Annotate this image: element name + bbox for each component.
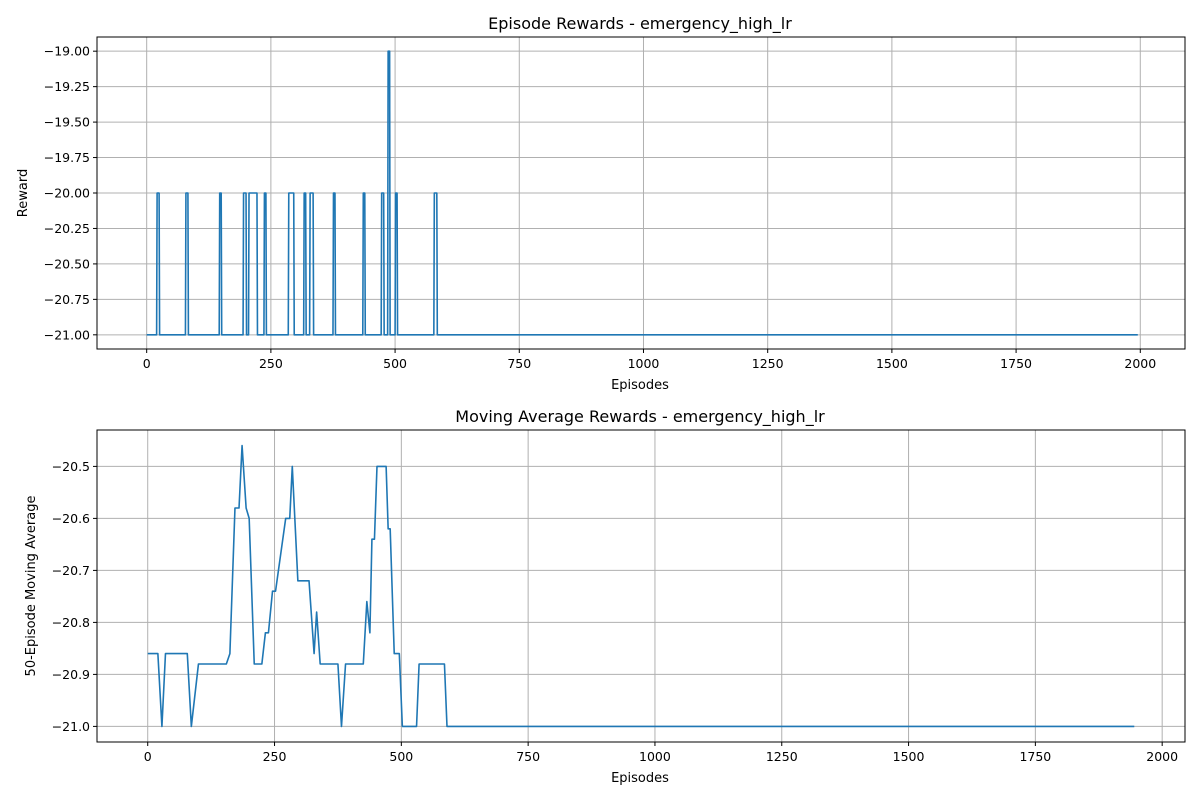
x-tick-label: 0	[144, 749, 152, 764]
plot-frame	[96, 36, 1186, 350]
y-tick-label: −19.25	[44, 79, 90, 94]
grid	[97, 430, 1185, 742]
episode-rewards-plot: Episode Rewards - emergency_high_lr Epis…	[16, 14, 1186, 393]
y-axis-label: 50-Episode Moving Average	[24, 496, 39, 677]
series-line	[146, 50, 1138, 336]
x-tick-label: 1500	[876, 356, 908, 371]
x-tick-label: 1250	[766, 749, 798, 764]
x-tick-label: 1500	[893, 749, 925, 764]
y-tick-label: −19.50	[44, 115, 90, 130]
x-tick-label: 500	[383, 356, 407, 371]
y-tick-label: −20.5	[52, 459, 90, 474]
x-tick-label: 0	[143, 356, 151, 371]
x-tick-label: 250	[263, 749, 287, 764]
y-axis-label: Reward	[16, 169, 31, 217]
x-tick-label: 1250	[752, 356, 784, 371]
grid	[97, 37, 1185, 349]
y-tick-label: −20.8	[52, 615, 90, 630]
moving-average-plot: Moving Average Rewards - emergency_high_…	[24, 407, 1186, 786]
y-tick-label: −20.6	[52, 511, 90, 526]
y-tick-label: −20.9	[52, 667, 90, 682]
x-tick-label: 750	[507, 356, 531, 371]
y-tick-label: −20.00	[44, 186, 90, 201]
x-tick-label: 2000	[1146, 749, 1178, 764]
y-tick-label: −19.75	[44, 150, 90, 165]
y-tick-label: −21.00	[44, 327, 90, 342]
x-tick-label: 500	[389, 749, 413, 764]
x-tick-label: 250	[259, 356, 283, 371]
chart-title: Episode Rewards - emergency_high_lr	[488, 14, 792, 34]
y-tick-label: −19.00	[44, 44, 90, 59]
x-axis-label: Episodes	[611, 771, 669, 786]
x-tick-label: 1750	[1019, 749, 1051, 764]
x-tick-label: 2000	[1124, 356, 1156, 371]
y-tick-label: −20.25	[44, 221, 90, 236]
x-tick-label: 1000	[639, 749, 671, 764]
plot-frame	[96, 429, 1186, 743]
chart-title: Moving Average Rewards - emergency_high_…	[455, 407, 825, 427]
y-tick-label: −20.50	[44, 256, 90, 271]
x-axis-label: Episodes	[611, 378, 669, 393]
series-line	[147, 444, 1135, 728]
y-tick-label: −20.7	[52, 563, 90, 578]
x-tick-label: 1750	[1000, 356, 1032, 371]
x-tick-label: 750	[516, 749, 540, 764]
y-tick-label: −20.75	[44, 292, 90, 307]
x-tick-label: 1000	[628, 356, 660, 371]
y-tick-label: −21.0	[52, 719, 90, 734]
